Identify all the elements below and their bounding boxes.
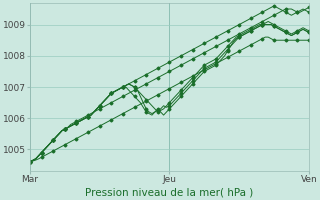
X-axis label: Pression niveau de la mer( hPa ): Pression niveau de la mer( hPa ) xyxy=(85,187,253,197)
